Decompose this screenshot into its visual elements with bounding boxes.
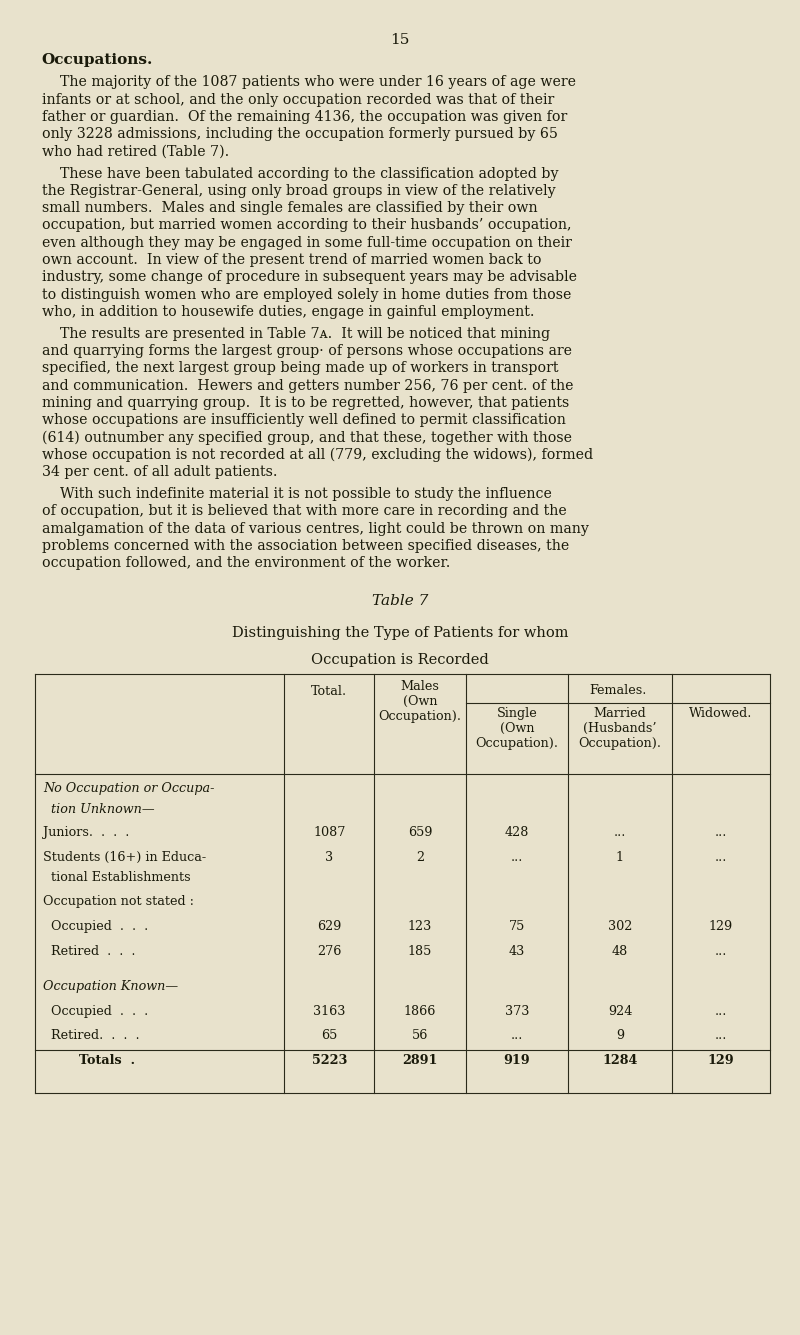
Text: 185: 185 xyxy=(408,945,432,957)
Text: ...: ... xyxy=(614,826,626,840)
Text: Single
(Own
Occupation).: Single (Own Occupation). xyxy=(475,708,558,750)
Text: even although they may be engaged in some full-time occupation on their: even although they may be engaged in som… xyxy=(42,236,571,250)
Text: 629: 629 xyxy=(317,920,342,933)
Text: 3: 3 xyxy=(325,852,334,864)
Text: Retired.  .  .  .: Retired. . . . xyxy=(43,1029,140,1043)
Text: 5223: 5223 xyxy=(311,1055,347,1067)
Text: Retired  .  .  .: Retired . . . xyxy=(43,945,136,957)
Text: 659: 659 xyxy=(408,826,432,840)
Text: Total.: Total. xyxy=(311,685,347,698)
Text: The majority of the 1087 patients who were under 16 years of age were: The majority of the 1087 patients who we… xyxy=(42,75,576,89)
Text: mining and quarrying group.  It is to be regretted, however, that patients: mining and quarrying group. It is to be … xyxy=(42,396,569,410)
Text: 129: 129 xyxy=(707,1055,734,1067)
Text: 15: 15 xyxy=(390,32,410,47)
Text: who had retired (Table 7).: who had retired (Table 7). xyxy=(42,144,229,159)
Text: occupation, but married women according to their husbands’ occupation,: occupation, but married women according … xyxy=(42,219,571,232)
Text: 1284: 1284 xyxy=(602,1055,638,1067)
Text: Occupation not stated :: Occupation not stated : xyxy=(43,896,194,908)
Text: 1866: 1866 xyxy=(404,1005,436,1017)
Text: Totals  .: Totals . xyxy=(43,1055,135,1067)
Text: 1: 1 xyxy=(616,852,624,864)
Text: ...: ... xyxy=(714,826,727,840)
Text: Occupation Known—: Occupation Known— xyxy=(43,980,178,993)
Text: 65: 65 xyxy=(321,1029,338,1043)
Text: and quarrying forms the largest group· of persons whose occupations are: and quarrying forms the largest group· o… xyxy=(42,344,571,358)
Text: ...: ... xyxy=(714,945,727,957)
Text: 34 per cent. of all adult patients.: 34 per cent. of all adult patients. xyxy=(42,465,277,479)
Text: problems concerned with the association between specified diseases, the: problems concerned with the association … xyxy=(42,539,569,553)
Text: specified, the next largest group being made up of workers in transport: specified, the next largest group being … xyxy=(42,362,558,375)
Text: 43: 43 xyxy=(509,945,525,957)
Text: 2891: 2891 xyxy=(402,1055,438,1067)
Text: occupation followed, and the environment of the worker.: occupation followed, and the environment… xyxy=(42,557,450,570)
Text: Occupations.: Occupations. xyxy=(42,53,153,67)
Text: 924: 924 xyxy=(608,1005,632,1017)
Text: 373: 373 xyxy=(505,1005,529,1017)
Text: 56: 56 xyxy=(412,1029,428,1043)
Text: infants or at school, and the only occupation recorded was that of their: infants or at school, and the only occup… xyxy=(42,92,554,107)
Text: ...: ... xyxy=(510,852,523,864)
Text: 123: 123 xyxy=(408,920,432,933)
Text: Married
(Husbands’
Occupation).: Married (Husbands’ Occupation). xyxy=(578,708,662,750)
Text: tional Establishments: tional Establishments xyxy=(43,872,191,885)
Text: of occupation, but it is believed that with more care in recording and the: of occupation, but it is believed that w… xyxy=(42,505,566,518)
Text: 276: 276 xyxy=(317,945,342,957)
Text: 919: 919 xyxy=(503,1055,530,1067)
Text: whose occupation is not recorded at all (779, excluding the widows), formed: whose occupation is not recorded at all … xyxy=(42,447,593,462)
Text: 48: 48 xyxy=(612,945,628,957)
Text: ...: ... xyxy=(510,1029,523,1043)
Text: Table 7: Table 7 xyxy=(372,594,428,609)
Text: ...: ... xyxy=(714,1029,727,1043)
Text: 3163: 3163 xyxy=(313,1005,346,1017)
Text: who, in addition to housewife duties, engage in gainful employment.: who, in addition to housewife duties, en… xyxy=(42,304,534,319)
Text: Students (16+) in Educa-: Students (16+) in Educa- xyxy=(43,852,206,864)
Text: Juniors.  .  .  .: Juniors. . . . xyxy=(43,826,130,840)
Text: With such indefinite material it is not possible to study the influence: With such indefinite material it is not … xyxy=(42,487,551,501)
Text: 428: 428 xyxy=(505,826,529,840)
Text: 302: 302 xyxy=(608,920,632,933)
Text: small numbers.  Males and single females are classified by their own: small numbers. Males and single females … xyxy=(42,202,538,215)
Text: Occupied  .  .  .: Occupied . . . xyxy=(43,1005,149,1017)
Text: Distinguishing the Type of Patients for whom: Distinguishing the Type of Patients for … xyxy=(232,626,568,641)
Text: Occupied  .  .  .: Occupied . . . xyxy=(43,920,149,933)
Text: The results are presented in Table 7ᴀ.  It will be noticed that mining: The results are presented in Table 7ᴀ. I… xyxy=(42,327,550,340)
Text: industry, some change of procedure in subsequent years may be advisable: industry, some change of procedure in su… xyxy=(42,270,577,284)
Text: 9: 9 xyxy=(616,1029,624,1043)
Text: (614) outnumber any specified group, and that these, together with those: (614) outnumber any specified group, and… xyxy=(42,431,571,445)
Text: ...: ... xyxy=(714,1005,727,1017)
Text: the Registrar-General, using only broad groups in view of the relatively: the Registrar-General, using only broad … xyxy=(42,184,555,198)
Text: tion Unknown—: tion Unknown— xyxy=(43,802,155,816)
Text: father or guardian.  Of the remaining 4136, the occupation was given for: father or guardian. Of the remaining 413… xyxy=(42,109,567,124)
Text: No Occupation or Occupa-: No Occupation or Occupa- xyxy=(43,782,214,796)
Text: to distinguish women who are employed solely in home duties from those: to distinguish women who are employed so… xyxy=(42,287,571,302)
Text: 2: 2 xyxy=(416,852,424,864)
Text: whose occupations are insufficiently well defined to permit classification: whose occupations are insufficiently wel… xyxy=(42,414,566,427)
Text: Males
(Own
Occupation).: Males (Own Occupation). xyxy=(378,680,462,722)
Text: 1087: 1087 xyxy=(313,826,346,840)
Text: Females.: Females. xyxy=(589,684,646,697)
Text: These have been tabulated according to the classification adopted by: These have been tabulated according to t… xyxy=(42,167,558,180)
Text: and communication.  Hewers and getters number 256, 76 per cent. of the: and communication. Hewers and getters nu… xyxy=(42,379,573,392)
Text: 129: 129 xyxy=(709,920,733,933)
Text: own account.  In view of the present trend of married women back to: own account. In view of the present tren… xyxy=(42,254,541,267)
Text: 75: 75 xyxy=(509,920,525,933)
Text: ...: ... xyxy=(714,852,727,864)
Text: Widowed.: Widowed. xyxy=(689,708,753,720)
Text: Occupation is Recorded: Occupation is Recorded xyxy=(311,653,489,668)
Text: amalgamation of the data of various centres, light could be thrown on many: amalgamation of the data of various cent… xyxy=(42,522,589,535)
Text: only 3228 admissions, including the occupation formerly pursued by 65: only 3228 admissions, including the occu… xyxy=(42,127,558,142)
